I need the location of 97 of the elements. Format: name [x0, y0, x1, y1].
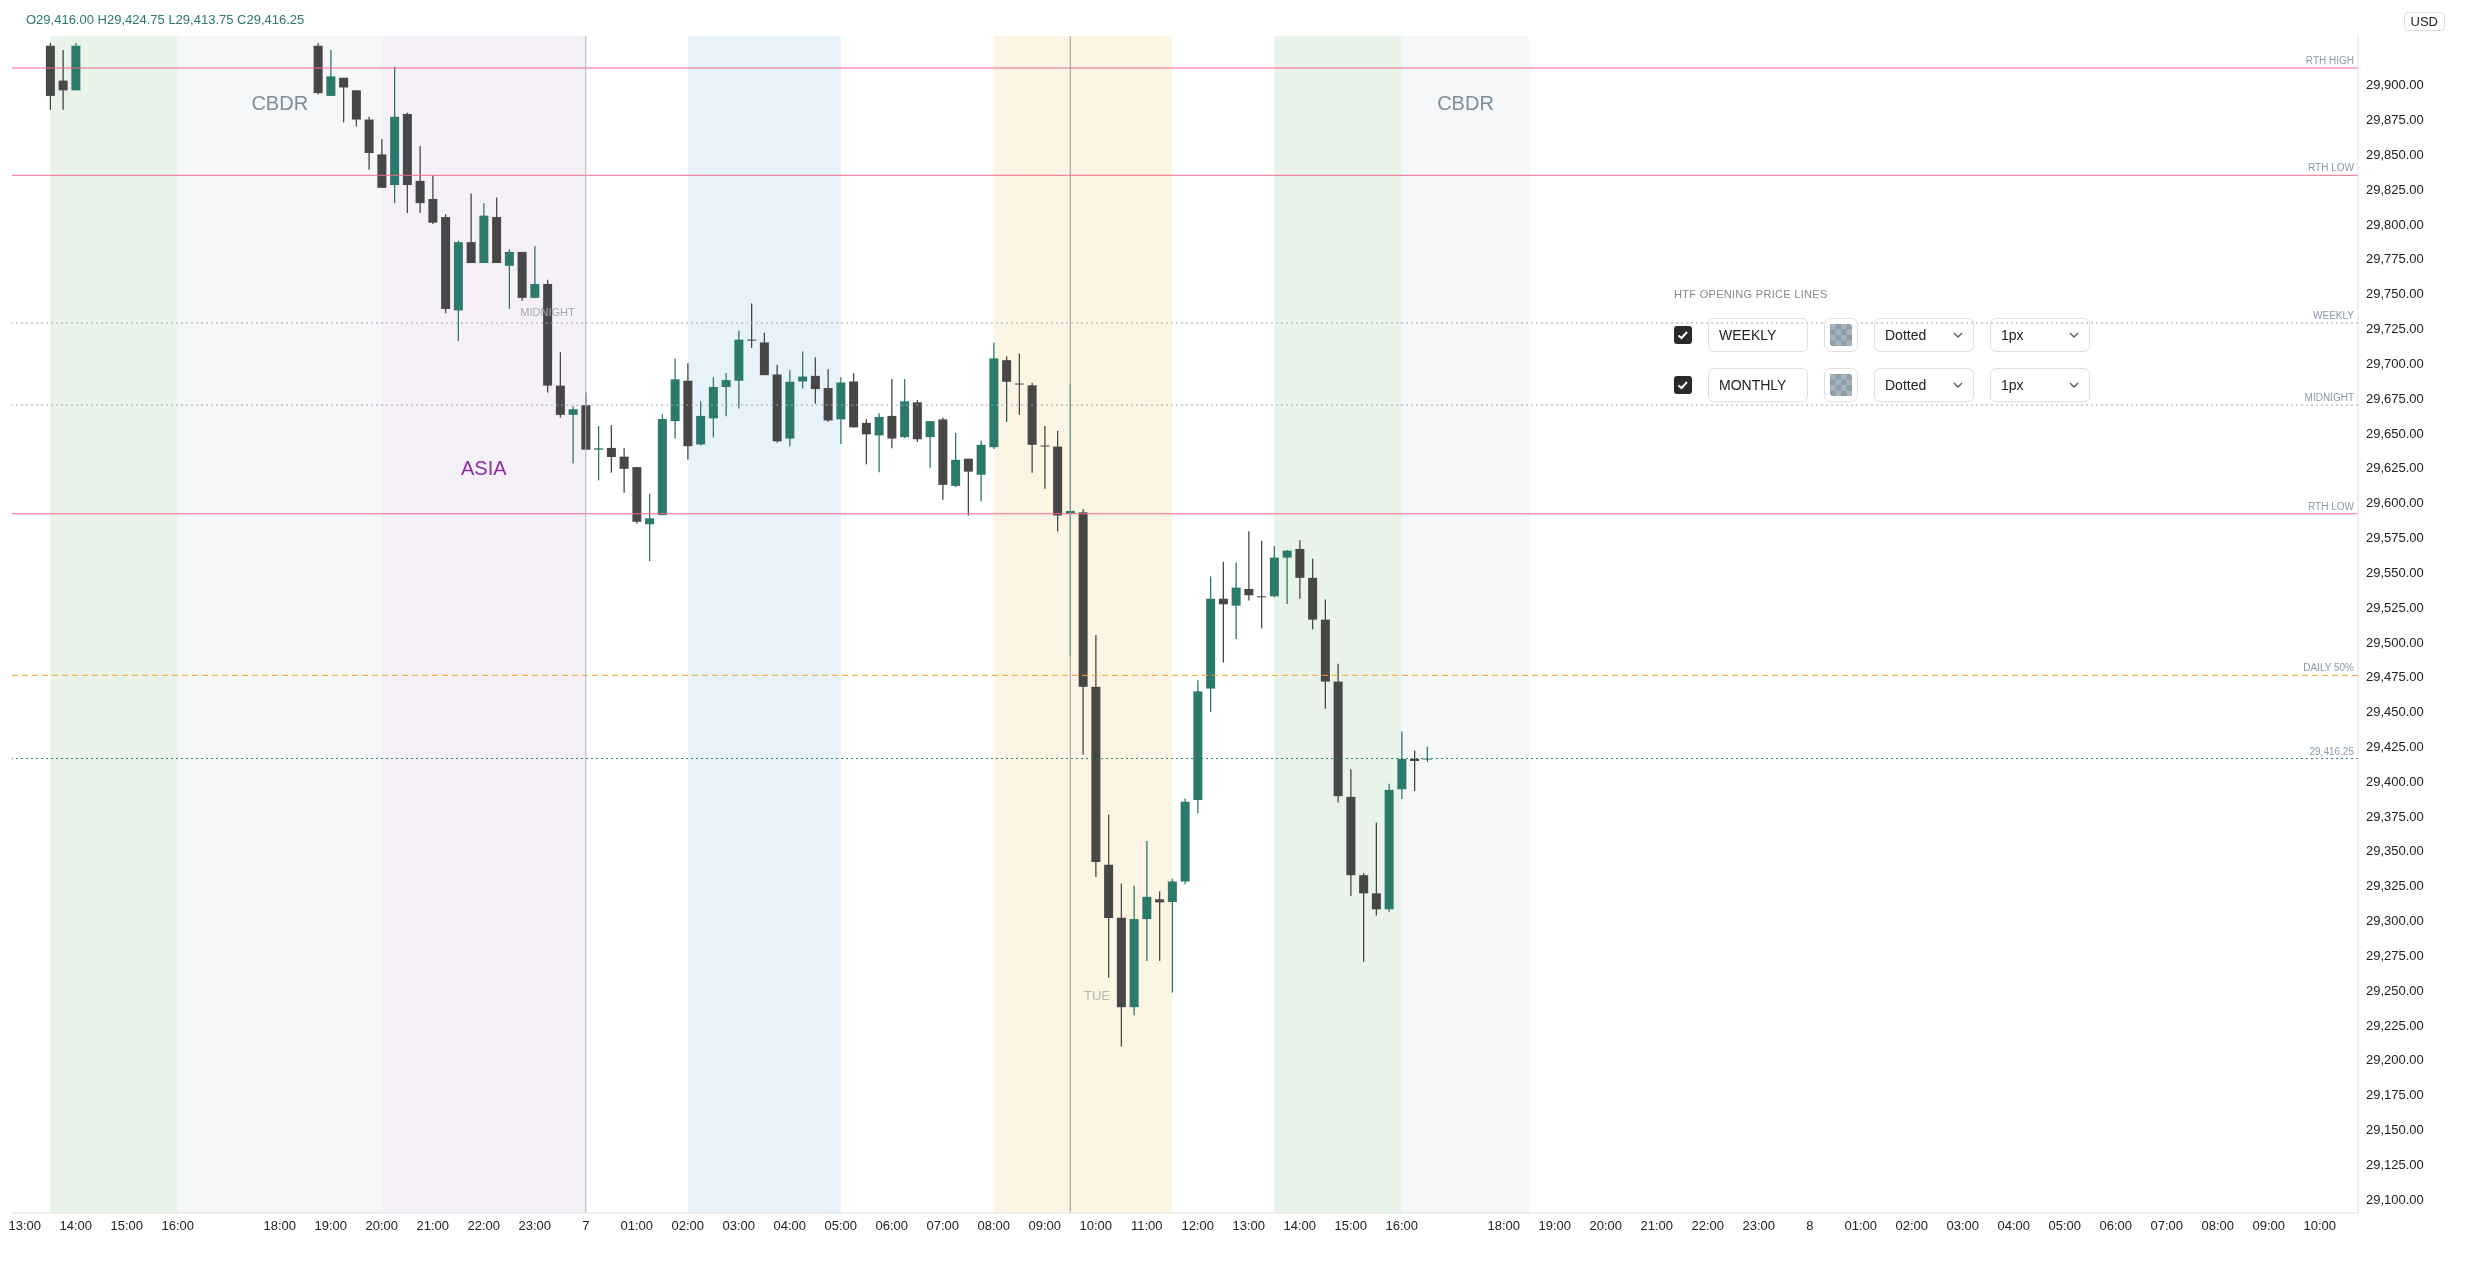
ref-line-label: MIDNIGHT	[2304, 392, 2354, 404]
y-tick-label: 29,450.00	[2366, 704, 2424, 720]
band-label: ASIA	[460, 457, 508, 480]
x-tick-label: 16:00	[1385, 1218, 1419, 1234]
chart-subtitle: O29,416.00 H29,424.75 L29,413.75 C29,416.25	[26, 12, 305, 27]
y-tick-label: 29,575.00	[2366, 530, 2424, 546]
text: HTF OPENING PRICE LINES	[1674, 288, 1829, 300]
x-tick-label: 04:00	[773, 1218, 807, 1234]
y-tick-label: 29,200.00	[2366, 1052, 2424, 1068]
annotation: 1px	[2001, 377, 2024, 393]
ref-line-label: 29,416.25	[2309, 745, 2355, 757]
x-tick-label: 07:00	[926, 1218, 960, 1234]
annotation: WEEKLY	[1708, 318, 1808, 352]
x-tick-label: 05:00	[2048, 1218, 2082, 1234]
x-tick-label: 14:00	[1283, 1218, 1317, 1234]
x-tick-label: 06:00	[875, 1218, 909, 1234]
x-tick-label: 13:00	[8, 1218, 42, 1234]
y-tick-label: 29,775.00	[2366, 251, 2424, 267]
x-tick-label: 02:00	[1895, 1218, 1929, 1234]
y-tick-label: 29,275.00	[2366, 947, 2424, 963]
y-tick-label: 29,875.00	[2366, 112, 2424, 128]
y-tick-label: 29,650.00	[2366, 425, 2424, 441]
x-tick-label: 01:00	[620, 1218, 654, 1234]
y-tick-label: 29,250.00	[2366, 982, 2424, 998]
y-tick-label: 29,100.00	[2366, 1191, 2424, 1207]
band-label: CBDR	[251, 92, 309, 115]
x-tick-label: 06:00	[2099, 1218, 2133, 1234]
y-tick-label: 29,325.00	[2366, 878, 2424, 894]
x-tick-label: 12:00	[1181, 1218, 1215, 1234]
x-tick-label: 09:00	[1028, 1218, 1062, 1234]
y-axis-title: USD	[2403, 12, 2445, 31]
y-tick-label: 29,750.00	[2366, 286, 2424, 302]
x-tick-label: 02:00	[671, 1218, 705, 1234]
x-tick-label: 7	[582, 1218, 590, 1234]
x-tick-label: 10:00	[1079, 1218, 1113, 1234]
y-tick-label: 29,125.00	[2366, 1156, 2424, 1172]
y-tick-label: 29,800.00	[2366, 216, 2424, 232]
y-tick-label: 29,425.00	[2366, 738, 2424, 754]
y-tick-label: 29,525.00	[2366, 599, 2424, 615]
ref-line-label: WEEKLY	[2313, 309, 2355, 321]
y-tick-label: 29,150.00	[2366, 1122, 2424, 1138]
x-tick-label: 15:00	[110, 1218, 144, 1234]
ref-line-label: RTH HIGH	[2305, 55, 2354, 67]
y-tick-label: 29,700.00	[2366, 355, 2424, 371]
ref-line-label: RTH LOW	[2308, 162, 2355, 174]
x-tick-label: 08:00	[977, 1218, 1011, 1234]
x-tick-label: 23:00	[518, 1218, 552, 1234]
x-tick-label: 05:00	[824, 1218, 858, 1234]
y-tick-label: 29,825.00	[2366, 181, 2424, 197]
annotation: TUE	[1084, 988, 1110, 1003]
x-tick-label: 18:00	[263, 1218, 297, 1234]
y-tick-label: 29,475.00	[2366, 669, 2424, 685]
x-tick-label: 03:00	[1946, 1218, 1980, 1234]
x-tick-label: 21:00	[416, 1218, 450, 1234]
annotation: Dotted	[1885, 377, 1927, 393]
annotation: MONTHLY	[1708, 368, 1808, 402]
x-tick-label: 13:00	[1232, 1218, 1266, 1234]
y-tick-label: 29,675.00	[2366, 390, 2424, 406]
x-tick-label: 03:00	[722, 1218, 756, 1234]
y-tick-label: 29,725.00	[2366, 321, 2424, 337]
x-tick-label: 11:00	[1130, 1218, 1163, 1234]
y-tick-label: 29,375.00	[2366, 808, 2424, 824]
x-tick-label: 16:00	[161, 1218, 195, 1234]
y-tick-label: 29,175.00	[2366, 1087, 2424, 1103]
x-tick-label: 21:00	[1640, 1218, 1674, 1234]
x-tick-label: 22:00	[1691, 1218, 1725, 1234]
y-tick-label: 29,300.00	[2366, 913, 2424, 929]
band-label: CBDR	[1437, 92, 1494, 115]
x-tick-label: 04:00	[1997, 1218, 2031, 1234]
y-tick-label: 29,625.00	[2366, 460, 2424, 476]
x-tick-label: 19:00	[314, 1218, 348, 1234]
y-tick-label: 29,400.00	[2366, 773, 2424, 789]
y-tick-label: 29,900.00	[2366, 77, 2424, 93]
ref-line-label: DAILY 50%	[2303, 662, 2355, 674]
x-tick-label: 01:00	[1844, 1218, 1878, 1234]
x-tick-label: 10:00	[2303, 1218, 2337, 1234]
x-tick-label: 08:00	[2201, 1218, 2235, 1234]
x-tick-label: 8	[1806, 1218, 1814, 1234]
x-tick-label: 18:00	[1487, 1218, 1521, 1234]
annotation: 1px	[2001, 327, 2024, 343]
y-tick-label: 29,225.00	[2366, 1017, 2424, 1033]
y-tick-label: 29,350.00	[2366, 843, 2424, 859]
x-tick-label: 14:00	[59, 1218, 93, 1234]
y-tick-label: 29,550.00	[2366, 564, 2424, 580]
y-tick-label: 29,850.00	[2366, 147, 2424, 163]
x-tick-label: 09:00	[2252, 1218, 2286, 1234]
x-tick-label: 15:00	[1334, 1218, 1368, 1234]
y-tick-label: 29,500.00	[2366, 634, 2424, 650]
ref-line-label: RTH LOW	[2308, 500, 2355, 512]
x-tick-label: 20:00	[365, 1218, 399, 1234]
x-tick-label: 19:00	[1538, 1218, 1572, 1234]
x-tick-label: 07:00	[2150, 1218, 2184, 1234]
x-tick-label: 20:00	[1589, 1218, 1623, 1234]
x-tick-label: 23:00	[1742, 1218, 1776, 1234]
annotation: Dotted	[1885, 327, 1927, 343]
y-tick-label: 29,600.00	[2366, 495, 2424, 511]
x-tick-label: 22:00	[467, 1218, 501, 1234]
